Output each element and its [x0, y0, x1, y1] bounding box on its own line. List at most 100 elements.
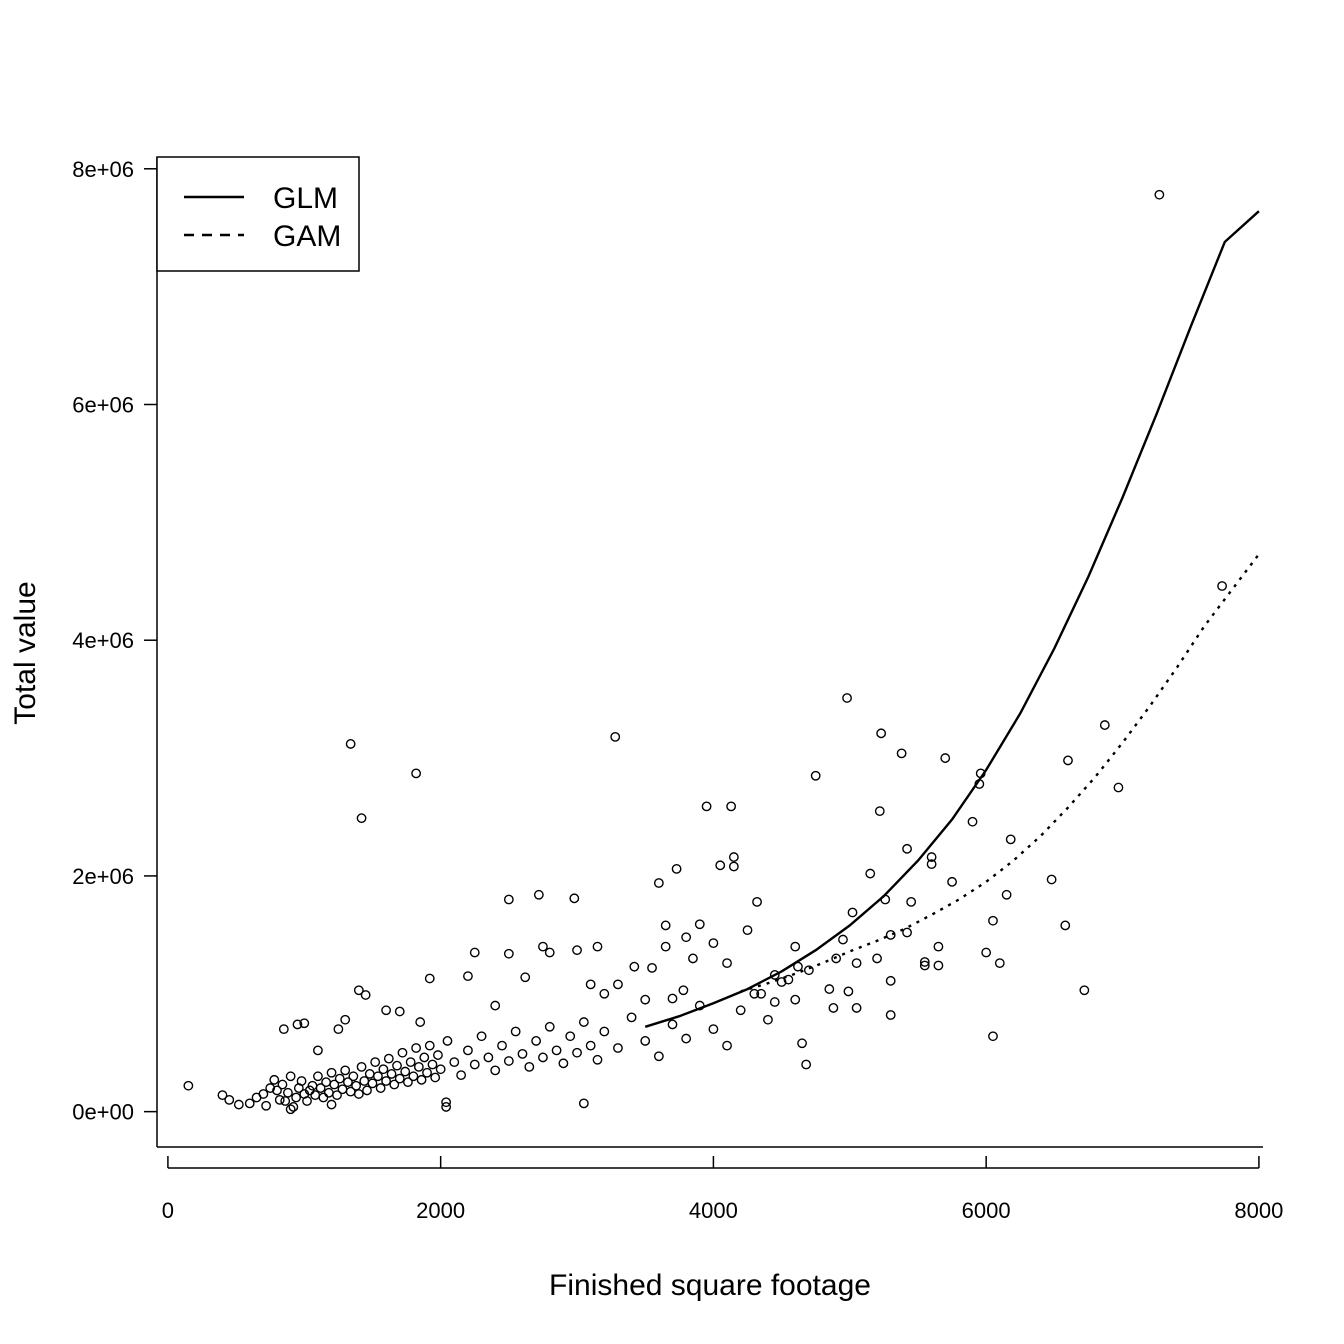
data-point [610, 731, 621, 742]
data-point [353, 1089, 364, 1099]
data-point [569, 893, 580, 904]
data-point [640, 1036, 651, 1046]
data-point [919, 960, 930, 971]
legend-box [156, 156, 360, 272]
data-point [424, 1040, 435, 1051]
data-point [1005, 834, 1016, 845]
data-point [1063, 755, 1073, 766]
data-point [332, 1090, 342, 1101]
data-point [708, 938, 719, 949]
data-point [288, 1102, 299, 1112]
data-point [874, 806, 885, 817]
data-point [926, 859, 937, 870]
data-point [803, 965, 814, 976]
legend-glm-label: GLM [273, 182, 338, 215]
x-tick-label: 4000 [689, 1198, 738, 1223]
data-point [334, 1073, 345, 1084]
data-point [544, 1021, 555, 1032]
data-point [285, 1104, 296, 1115]
data-point [947, 876, 957, 887]
data-point [919, 957, 930, 967]
data-point [1113, 782, 1124, 793]
data-point [449, 1057, 460, 1068]
data-point [416, 1074, 427, 1085]
data-point [728, 852, 739, 862]
data-point [326, 1067, 337, 1078]
data-point [742, 925, 753, 936]
data-point [517, 1048, 528, 1059]
data-point [340, 1014, 351, 1025]
data-point [348, 1071, 359, 1082]
data-point [688, 953, 698, 964]
data-point [843, 986, 854, 997]
data-point [790, 994, 801, 1005]
data-point [1099, 720, 1110, 730]
data-point [323, 1087, 334, 1098]
data-point [315, 1083, 326, 1093]
data-point [269, 1074, 280, 1085]
data-point [769, 997, 780, 1007]
legend-gam-label: GAM [273, 220, 341, 253]
data-point [752, 896, 762, 907]
data-point [375, 1083, 386, 1093]
data-point [769, 970, 780, 980]
data-point [640, 994, 651, 1005]
data-point [722, 1040, 732, 1051]
data-point [389, 1079, 400, 1090]
data-point [981, 947, 992, 958]
data-point [828, 1003, 839, 1013]
data-point [776, 977, 787, 987]
data-point [810, 770, 821, 781]
data-point [280, 1096, 291, 1106]
data-point [283, 1087, 293, 1098]
data-point [715, 860, 726, 871]
data-point [291, 1092, 302, 1103]
data-point [551, 1045, 562, 1056]
data-point [497, 1040, 507, 1051]
data-point [435, 1064, 446, 1075]
data-point [572, 945, 582, 956]
data-point [373, 1071, 383, 1082]
data-point [345, 739, 356, 749]
data-point [321, 1077, 332, 1088]
data-point [585, 1040, 596, 1051]
data-point [558, 1058, 569, 1069]
data-point [885, 929, 896, 940]
data-point [842, 693, 852, 703]
data-point [415, 1017, 426, 1027]
data-point [790, 941, 801, 952]
x-tick-label: 2000 [416, 1198, 465, 1223]
data-point [441, 1097, 452, 1108]
data-point [510, 1026, 521, 1037]
x-tick-label: 6000 [962, 1198, 1011, 1223]
data-point [1079, 985, 1090, 996]
data-point [797, 1038, 807, 1049]
data-point [629, 961, 640, 972]
data-point [469, 947, 480, 958]
data-point [613, 979, 623, 990]
data-point [851, 1003, 862, 1013]
data-point [326, 1099, 337, 1110]
data-point [394, 1073, 405, 1084]
y-axis-title: Total value [9, 581, 42, 724]
y-axis: 0e+00 2e+06 4e+06 6e+06 8e+06 [72, 157, 157, 1125]
data-point [599, 1026, 610, 1037]
data-point [483, 1052, 494, 1063]
data-point [318, 1092, 329, 1103]
data-point [694, 919, 705, 930]
data-point [531, 1036, 542, 1046]
x-tick-label: 0 [162, 1198, 174, 1223]
data-point [400, 1066, 411, 1077]
data-point [296, 1076, 307, 1086]
data-point [503, 1056, 514, 1066]
data-point [299, 1018, 310, 1029]
y-tick-label: 6e+06 [72, 393, 134, 418]
data-point [370, 1057, 381, 1068]
data-point [933, 960, 944, 971]
data-point [476, 1031, 487, 1042]
data-point [667, 1019, 678, 1030]
data-point [183, 1080, 194, 1091]
x-axis-title: Finished square footage [549, 1269, 871, 1302]
data-point [1046, 874, 1057, 885]
data-point [735, 1005, 746, 1016]
